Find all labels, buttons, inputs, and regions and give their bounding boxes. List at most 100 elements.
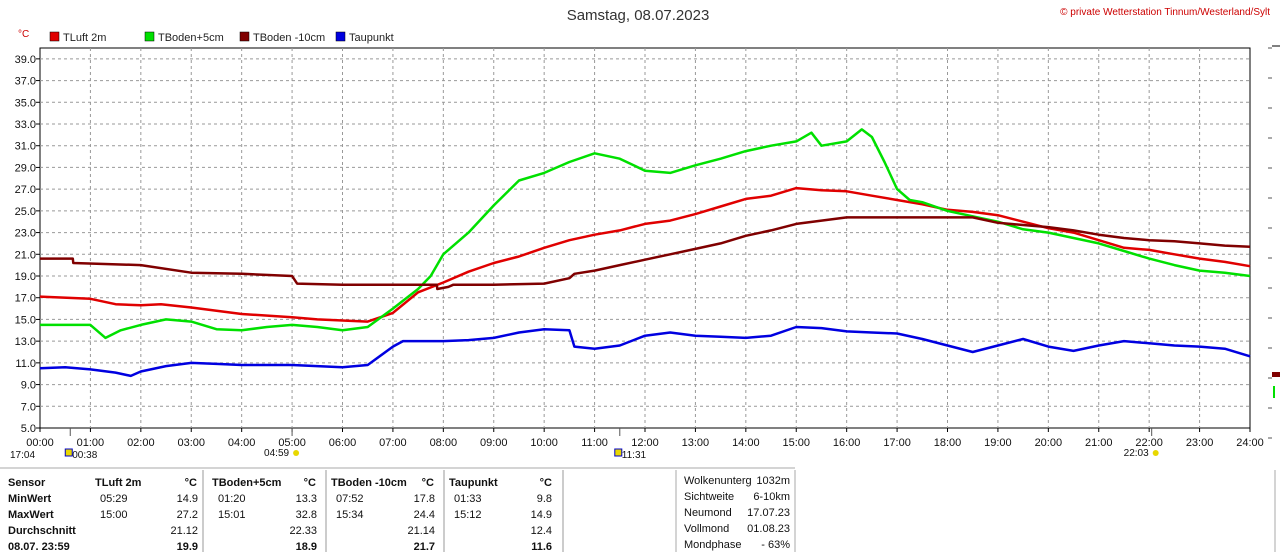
moon-icon: [614, 448, 623, 457]
table-cell: 19.9: [177, 541, 198, 552]
y-tick-label: 15.0: [15, 314, 36, 326]
x-tick-label: 23:00: [1186, 437, 1214, 449]
x-tick-label: 22:00: [1135, 437, 1163, 449]
table-cell: 21.7: [414, 541, 435, 552]
sun-icon: [293, 450, 300, 456]
x-tick-label: 16:00: [833, 437, 861, 449]
table-header: Taupunkt: [449, 477, 498, 489]
y-tick-label: 33.0: [15, 119, 36, 131]
right-indicator: [1272, 372, 1280, 377]
chart-title: Samstag, 08.07.2023: [567, 7, 710, 24]
y-tick-label: 13.0: [15, 336, 36, 348]
y-tick-label: 35.0: [15, 97, 36, 109]
y-tick-label: 39.0: [15, 54, 36, 66]
y-tick-label: 25.0: [15, 206, 36, 218]
table-cell: 12.4: [531, 525, 552, 537]
table-cell: 15:12: [454, 509, 482, 521]
table-header: °C: [185, 477, 197, 489]
sun-icon: [1152, 450, 1159, 456]
legend-label: TBoden+5cm: [158, 32, 224, 44]
x-tick-label: 07:00: [379, 437, 407, 449]
series-line-2: [40, 128, 1251, 340]
plot-area: 5.0 7.0 9.0 11.0 13.0 15.0 17.0 19.0 21.0 23.0 25.…: [10, 45, 1280, 461]
table-header: TBoden+5cm: [212, 477, 282, 489]
x-tick-label: 08:00: [430, 437, 458, 449]
x-tick-label: 14:00: [732, 437, 760, 449]
x-tick-label: 00:00: [26, 437, 54, 449]
table-header: °C: [422, 477, 434, 489]
table-row-label: Durchschnitt: [8, 525, 76, 537]
x-tick-label: 12:00: [631, 437, 659, 449]
x-tick-label: 15:00: [782, 437, 810, 449]
legend-swatch: [144, 31, 155, 42]
legend-swatch: [49, 31, 60, 42]
table-cell: 22.33: [289, 525, 317, 537]
astro-label: Mondphase: [684, 539, 742, 551]
table-row-label: 08.07. 23:59: [8, 541, 70, 552]
table-cell: 07:52: [336, 493, 364, 505]
table-cell: 27.2: [177, 509, 198, 521]
table-header: Sensor: [8, 477, 46, 489]
astro-label: Neumond: [684, 507, 732, 519]
y-tick-label: 21.0: [15, 249, 36, 261]
x-tick-label: 11:00: [581, 437, 608, 449]
x-tick-label: 20:00: [1035, 437, 1063, 449]
table-cell: 24.4: [414, 509, 435, 521]
x-tick-label: 21:00: [1085, 437, 1113, 449]
table-cell: 15:01: [218, 509, 246, 521]
table-cell: 14.9: [531, 509, 552, 521]
astro-label: Wolkenunterg: [684, 475, 752, 487]
table-cell: 13.3: [296, 493, 317, 505]
marker-left-label: 17:04: [10, 450, 35, 461]
marker-label: 00:38: [72, 450, 97, 461]
y-tick-label: 17.0: [15, 293, 36, 305]
x-tick-label: 03:00: [177, 437, 205, 449]
marker-label: 04:59: [264, 448, 289, 459]
y-tick-label: 7.0: [21, 401, 36, 413]
x-tick-label: 10:00: [530, 437, 558, 449]
x-tick-label: 04:00: [228, 437, 256, 449]
series-line-4: [39, 325, 1251, 378]
table-cell: 14.9: [177, 493, 198, 505]
stats-table: Sensor TLuft 2m °C TBoden+5cm °C TBoden -10cm…: [0, 467, 795, 553]
table-cell: 05:29: [100, 493, 128, 505]
y-tick-label: 29.0: [15, 162, 36, 174]
x-tick-label: 02:00: [127, 437, 155, 449]
legend: TLuft 2m TBoden+5cm TBoden -10cm Taupunkt: [49, 31, 394, 44]
x-tick-label: 19:00: [984, 437, 1012, 449]
x-tick-label: 06:00: [329, 437, 357, 449]
table-row-label: MaxWert: [8, 509, 54, 521]
astro-value: - 63%: [761, 539, 790, 551]
series-line-1: [39, 186, 1251, 323]
legend-label: TBoden -10cm: [253, 32, 325, 44]
astro-label: Vollmond: [684, 523, 729, 535]
y-tick-label: 31.0: [15, 141, 36, 153]
marker-label: 22:03: [1124, 448, 1149, 459]
table-cell: 17.8: [414, 493, 435, 505]
legend-label: TLuft 2m: [63, 32, 106, 44]
table-row-label: MinWert: [8, 493, 52, 505]
table-header: TBoden -10cm: [331, 477, 407, 489]
table-cell: 11.6: [531, 541, 552, 552]
x-tick-label: 09:00: [480, 437, 508, 449]
table-cell: 15:34: [336, 509, 364, 521]
x-tick-label: 17:00: [883, 437, 911, 449]
x-tick-label: 01:00: [77, 437, 105, 449]
x-tick-label: 05:00: [278, 437, 306, 449]
y-tick-label: 37.0: [15, 76, 36, 88]
astro-value: 17.07.23: [747, 507, 790, 519]
legend-swatch: [335, 31, 346, 42]
table-cell: 9.8: [537, 493, 552, 505]
astro-panel: Wolkenunterg 1032m Sichtweite 6-10km Neumond…: [675, 470, 1276, 552]
y-tick-label: 27.0: [15, 184, 36, 196]
x-tick-label: 18:00: [934, 437, 962, 449]
y-tick-label: 23.0: [15, 228, 36, 240]
table-header: °C: [540, 477, 552, 489]
legend-swatch: [239, 31, 250, 42]
legend-label: Taupunkt: [349, 32, 394, 44]
table-cell: 18.9: [296, 541, 317, 552]
y-tick-label: 5.0: [21, 423, 36, 435]
table-cell: 32.8: [296, 509, 317, 521]
series-line-3: [40, 216, 1251, 291]
astro-label: Sichtweite: [684, 491, 734, 503]
